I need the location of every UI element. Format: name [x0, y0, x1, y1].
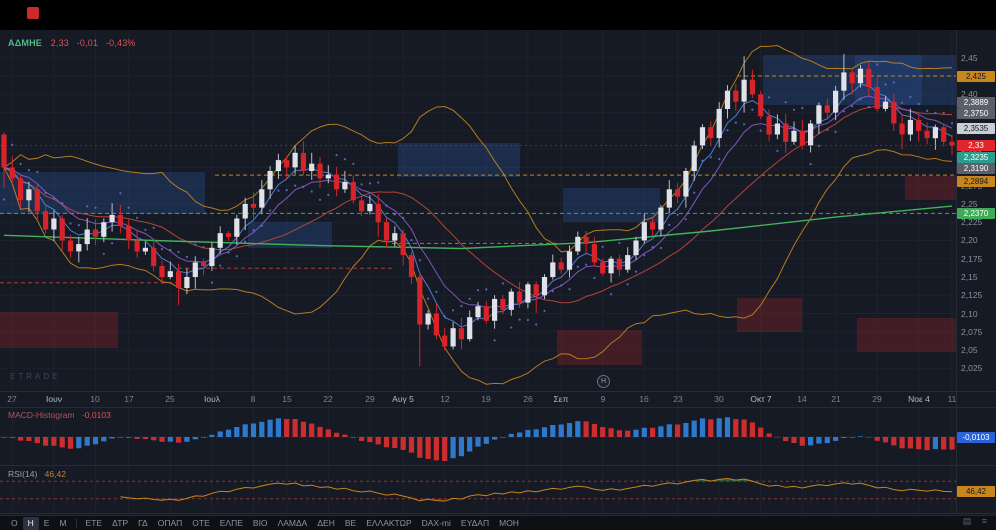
time-axis-label: 11: [947, 394, 957, 404]
ticker-tab[interactable]: ΒΙΟ: [252, 517, 268, 528]
ticker-tab[interactable]: ΟΤΕ: [192, 517, 210, 528]
candles-layer: [1, 54, 955, 367]
timeframe-button[interactable]: Ο: [11, 517, 18, 528]
price-change-pct: -0,43%: [105, 38, 136, 48]
axis-badge: 2,33: [957, 140, 995, 151]
ticker-tab[interactable]: ΕΤΕ: [85, 517, 103, 528]
ticker-tab[interactable]: ΕΛΠΕ: [219, 517, 243, 528]
top-bar: [0, 0, 996, 30]
price-axis-label: 2,10: [961, 309, 978, 319]
ticker-tab[interactable]: ΒΕ: [344, 517, 357, 528]
axis-badge: 2,3235: [957, 152, 995, 163]
ticker-tab[interactable]: ΛΑΜΔΑ: [277, 517, 308, 528]
timeframe-button[interactable]: Η: [22, 516, 39, 530]
timeframe-button[interactable]: Μ: [59, 517, 67, 528]
chart-background: [0, 30, 996, 515]
price-change: -0,01: [76, 38, 99, 48]
rsi-pane-label: RSI(14) 46,42: [8, 469, 66, 479]
price-levels: [0, 75, 956, 284]
timeframe-button[interactable]: Ε: [43, 517, 50, 528]
time-axis-label: 27: [7, 394, 17, 404]
ticker-tab[interactable]: DAX-mi: [421, 517, 451, 528]
price-axis-label: 2,05: [961, 345, 978, 355]
axis-badge: 2,2370: [957, 208, 995, 219]
time-axis-label: Αυγ 5: [392, 394, 414, 404]
price-axis-label: 2,15: [961, 272, 978, 282]
time-axis-label: 21: [831, 394, 841, 404]
axis-badge: 2,3190: [957, 163, 995, 174]
time-axis-label: 14: [797, 394, 807, 404]
time-axis-label: 15: [282, 394, 292, 404]
ticker-tab[interactable]: ΕΥΔΑΠ: [460, 517, 490, 528]
bottom-toolbar: Ο Η Ε Μ ΕΤΕ ΔΤΡ ΓΔ ΟΠΑΠ ΟΤΕ ΕΛΠΕ ΒΙΟ ΛΑΜΔΑ ΔΕΗ ΒΕ ΕΛΛΑ…: [0, 515, 996, 530]
axis-badge: 2,3889: [957, 97, 995, 108]
price-axis-label: 2,45: [961, 53, 978, 63]
macd-label-text: MACD-Histogram: [8, 410, 75, 420]
time-axis-label: Οκτ 7: [750, 394, 772, 404]
axis-badge: 46,42: [957, 486, 995, 497]
time-axis-label: 23: [673, 394, 683, 404]
time-axis-label: 29: [365, 394, 375, 404]
time-axis-label: Νοε 4: [908, 394, 930, 404]
symbol-name: ΑΔΜΗΕ: [8, 38, 42, 48]
macd-value: -0,0103: [81, 410, 111, 420]
price-axis-label: 2,025: [961, 363, 983, 373]
time-axis-label: 25: [165, 394, 175, 404]
parabolic-sar-dots: [2, 63, 954, 342]
time-axis-label: 16: [639, 394, 649, 404]
price-axis-label: 2,075: [961, 327, 983, 337]
event-marker[interactable]: H: [597, 375, 610, 388]
alert-icon[interactable]: [27, 7, 39, 19]
axis-badge: 2,3750: [957, 108, 995, 119]
macd-pane-label: MACD-Histogram -0,0103: [8, 410, 111, 420]
toolbar-icons[interactable]: ▤ ≡: [962, 516, 991, 526]
axis-badge: -0,0103: [957, 432, 995, 443]
symbol-legend[interactable]: ΑΔΜΗΕ 2,33 -0,01 -0,43%: [8, 38, 141, 48]
time-axis-label: 30: [714, 394, 724, 404]
price-axis-label: 2,225: [961, 217, 983, 227]
time-axis-label: Ιουν: [46, 394, 62, 404]
price-axis-label: 2,125: [961, 290, 983, 300]
price-axis-label: 2,25: [961, 199, 978, 209]
time-axis-label: 12: [440, 394, 450, 404]
time-axis-label: Ιουλ: [204, 394, 220, 404]
macd-pane: [0, 417, 956, 461]
ticker-tab[interactable]: ΔΤΡ: [112, 517, 129, 528]
time-axis-label: 17: [124, 394, 134, 404]
ticker-tab[interactable]: ΟΠΑΠ: [157, 517, 183, 528]
time-axis-label: 9: [600, 394, 606, 404]
time-axis-label: 22: [323, 394, 333, 404]
toolbar-divider: [75, 518, 77, 528]
time-axis-label: 26: [523, 394, 533, 404]
price-axis-label: 2,175: [961, 254, 983, 264]
axis-badge: 2,3535: [957, 123, 995, 134]
axis-badge: 2,2894: [957, 176, 995, 187]
time-axis-label: Σεπ: [553, 394, 569, 404]
rsi-label-text: RSI(14): [8, 469, 38, 479]
platform-watermark: ETRADE: [10, 372, 61, 381]
ticker-tab[interactable]: ΜΟΗ: [499, 517, 519, 528]
ticker-tab[interactable]: ΕΛΛΑΚΤΩΡ: [366, 517, 412, 528]
time-axis-label: 19: [481, 394, 491, 404]
price-axis-label: 2,20: [961, 235, 978, 245]
last-price: 2,33: [50, 38, 69, 48]
time-axis-label: 10: [90, 394, 100, 404]
rsi-pane: [0, 477, 956, 502]
time-axis-label: 29: [872, 394, 882, 404]
ticker-tab[interactable]: ΓΔ: [138, 517, 148, 528]
rsi-value: 46,42: [44, 469, 66, 479]
axis-badge: 2,425: [957, 71, 995, 82]
time-axis-label: 8: [250, 394, 256, 404]
price-axis-label: 2,40: [961, 89, 978, 99]
ticker-tab[interactable]: ΔΕΗ: [317, 517, 335, 528]
